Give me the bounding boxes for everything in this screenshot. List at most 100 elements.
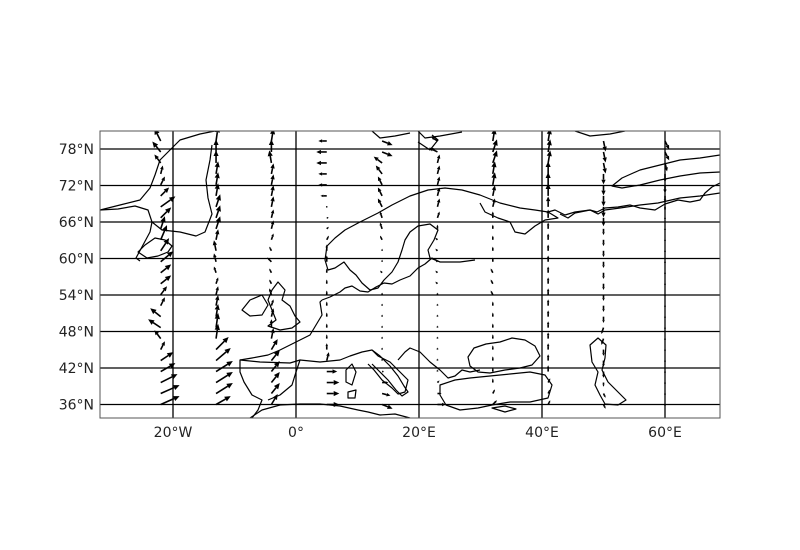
wind-arrow [160,352,174,362]
wind-arrow [381,403,393,409]
wind-arrow [664,239,666,242]
wind-arrow [490,279,494,285]
wind-arrow [325,290,328,295]
wind-arrow [602,272,605,280]
wind-arrow [150,308,162,318]
y-tick-label-54n: 54°N [59,288,94,304]
x-tick-label-40e: 40°E [525,425,559,441]
wind-arrow [215,194,221,208]
wind-arrow [602,162,607,174]
wind-arrow [546,222,550,229]
wind-arrow [546,209,550,218]
wind-arrow [601,173,606,185]
wind-arrow [601,338,605,345]
wind-arrow [664,371,666,374]
wind-arrow [546,139,552,153]
wind-arrow [381,259,383,262]
y-tick-label-42n: 42°N [59,361,94,377]
wind-arrow [664,228,666,231]
wind-arrow [546,365,550,372]
wind-arrow [215,286,219,295]
italy-coast [371,349,409,397]
wind-arrow [213,266,217,273]
wind-arrow [545,183,551,196]
y-tick-label-72n: 72°N [59,179,94,195]
wind-arrow [602,349,605,356]
wind-arrow [491,345,494,350]
wind-arrow [546,150,552,164]
mediterranean-north-coast [299,347,481,395]
wind-arrow [318,172,327,176]
wind-arrow [380,270,383,274]
wind-arrow [491,211,495,218]
wind-arrow [270,220,275,230]
wind-arrow [380,235,383,241]
wind-arrow [431,136,438,142]
wind-arrow [436,165,441,175]
wind-arrow [214,183,220,197]
wind-arrow [268,139,274,152]
franz-josef-coast [574,131,626,137]
wind-arrow [215,347,231,362]
wind-arrow [546,332,550,339]
wind-arrow [546,288,550,295]
wind-arrow [436,198,441,208]
wind-arrow [602,261,605,269]
wind-arrow [491,367,494,372]
wind-arrow [326,217,329,219]
wind-arrow [325,312,328,317]
wind-arrow [214,312,220,328]
y-tick-label-36n: 36°N [59,398,94,414]
wind-arrow [381,281,383,284]
wind-arrow [160,207,172,219]
x-tick-label-20e: 20°E [402,425,436,441]
wind-arrow [602,393,606,398]
wind-arrow [436,292,439,295]
britain-coast [267,281,301,331]
wind-arrow [602,360,605,367]
wind-arrow [602,239,605,247]
wind-arrow [159,341,165,350]
wind-arrow [215,205,221,219]
wind-arrow [381,325,383,328]
wind-arrow [491,257,494,262]
x-tick-label-0: 0° [288,425,304,441]
wind-arrow [436,358,439,361]
wind-arrow [602,250,605,258]
wind-arrow [269,268,273,274]
wind-arrow [269,246,273,252]
wind-arrow [601,206,606,218]
wind-arrow [436,347,439,350]
wind-arrow [215,295,220,306]
iberia-coast [239,359,301,401]
wind-arrow [377,198,383,208]
wind-arrow [160,275,172,285]
wind-arrow [435,248,439,252]
wind-arrow [491,334,494,339]
wind-arrow [545,172,551,185]
wind-arrow [381,303,383,306]
wind-arrow [435,237,439,241]
wind-arrow [325,352,330,361]
wind-arrow [491,235,494,240]
wind-arrow [326,226,329,230]
wind-arrow [547,400,551,405]
wind-arrow [664,316,666,319]
wind-arrow [601,217,606,227]
wind-arrow [377,176,383,186]
wind-arrow [325,323,328,328]
y-tick-label-66n: 66°N [59,215,94,231]
wind-arrow [492,400,497,406]
wind-arrow [492,389,495,394]
wind-arrow [270,350,280,362]
wind-arrow [325,301,328,306]
wind-arrow [154,154,162,164]
wind-arrow [436,187,441,197]
wind-arrow [213,253,217,262]
wind-arrow [381,358,383,361]
wind-arrow [664,360,666,363]
wind-arrow [491,378,494,383]
wind-arrow [602,305,605,312]
wind-arrow [270,339,278,351]
wind-arrow [325,244,329,251]
